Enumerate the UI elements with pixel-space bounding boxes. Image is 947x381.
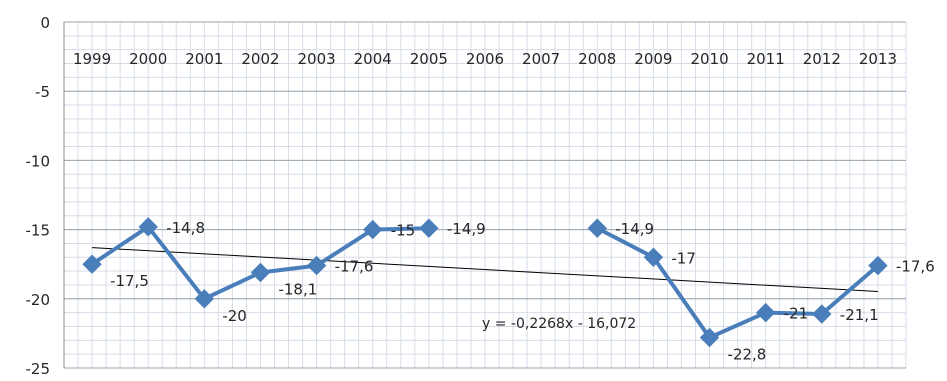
trendline-group: y = -0,2268x - 16,072 (92, 247, 878, 332)
data-point-marker (138, 217, 158, 237)
data-label: -15 (391, 222, 416, 240)
data-point-marker (643, 247, 664, 267)
y-tick-label: -15 (26, 222, 51, 240)
x-tick-label: 1999 (73, 50, 111, 68)
data-label: -18,1 (278, 281, 317, 299)
data-label: -22,8 (728, 346, 767, 364)
trendline (92, 247, 878, 293)
y-tick-label: -5 (35, 83, 50, 101)
data-label: -14,8 (166, 219, 205, 237)
data-label: -17 (671, 249, 696, 267)
data-label: -21 (784, 305, 809, 323)
y-tick-label: -20 (26, 291, 51, 309)
x-tick-label: 2002 (241, 50, 279, 68)
data-point-marker (812, 304, 832, 324)
data-label: -20 (222, 307, 247, 325)
x-tick-label: 2001 (185, 50, 223, 68)
data-label: -17,5 (110, 272, 149, 290)
data-point-marker (82, 254, 102, 274)
data-label: -17,6 (896, 258, 935, 276)
x-tick-label: 2004 (354, 50, 392, 68)
data-point-marker (755, 302, 776, 323)
x-tick-label: 2011 (747, 50, 785, 68)
x-tick-label: 2010 (690, 50, 728, 68)
data-label: -21,1 (840, 306, 879, 324)
x-tick-label: 2006 (466, 50, 504, 68)
x-tick-label: 2009 (634, 50, 672, 68)
data-point-marker (419, 218, 439, 238)
data-label: -17,6 (335, 258, 374, 276)
trendline-equation-label: y = -0,2268x - 16,072 (482, 316, 636, 332)
x-tick-label: 2007 (522, 50, 560, 68)
x-axis-tick-labels: 1999 2000 2001 2002 2003 2004 2005 2006 2007 2008… (73, 50, 897, 68)
data-label: -14,9 (615, 220, 654, 238)
x-tick-label: 2012 (803, 50, 841, 68)
y-tick-label: -25 (26, 360, 51, 376)
x-tick-label: 2005 (410, 50, 448, 68)
data-point-marker (363, 219, 383, 240)
x-tick-label: 2000 (129, 50, 167, 68)
series-group (82, 217, 888, 348)
data-point-marker (250, 262, 271, 283)
data-point-marker (699, 327, 720, 348)
x-tick-label: 2008 (578, 50, 616, 68)
x-tick-label: 2003 (298, 50, 336, 68)
y-tick-label: -10 (26, 152, 51, 170)
data-point-marker (306, 255, 327, 276)
data-point-marker (194, 289, 215, 309)
y-tick-label: 0 (40, 14, 50, 32)
data-point-marker (587, 218, 607, 238)
data-label: -14,9 (447, 220, 486, 238)
data-labels-group: -17,5 -14,8 -20 -18,1 -17,6 -15 -14,9 -14,9 -17 -… (110, 219, 935, 364)
data-point-marker (868, 255, 888, 276)
y-axis-tick-labels: 0 -5 -10 -15 -20 -25 (26, 14, 51, 378)
x-tick-label: 2013 (859, 50, 897, 68)
series-line-segment (596, 226, 880, 340)
major-gridlines (63, 21, 906, 369)
